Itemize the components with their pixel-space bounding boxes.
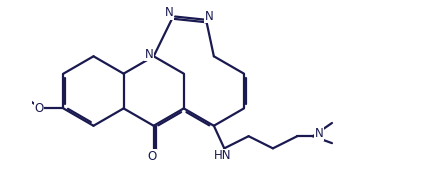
Text: N: N bbox=[205, 10, 214, 22]
Text: N: N bbox=[145, 48, 154, 61]
Text: O: O bbox=[35, 102, 44, 115]
Text: HN: HN bbox=[214, 149, 231, 163]
Text: O: O bbox=[147, 150, 157, 163]
Text: N: N bbox=[315, 127, 324, 140]
Text: N: N bbox=[165, 6, 174, 19]
